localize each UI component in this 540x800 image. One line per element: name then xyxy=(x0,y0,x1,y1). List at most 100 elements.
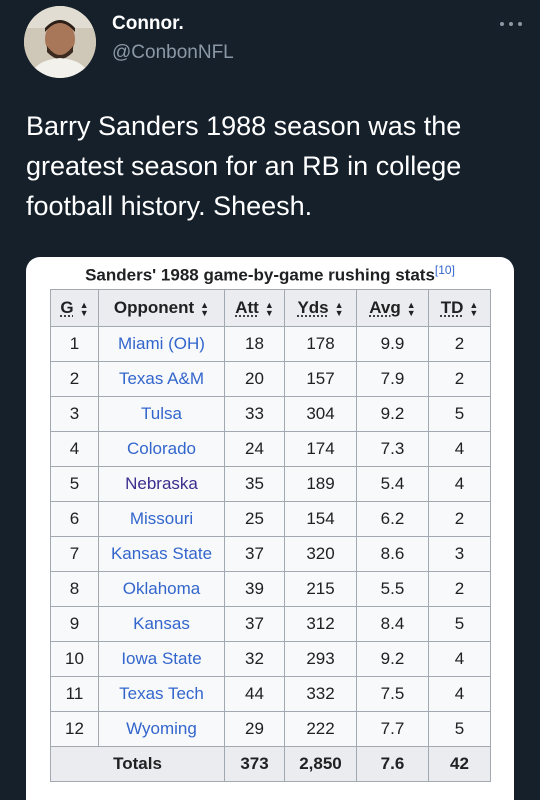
game-number-cell: 8 xyxy=(50,571,99,607)
yards-cell: 189 xyxy=(284,466,357,502)
game-number-cell: 3 xyxy=(50,396,99,432)
display-name[interactable]: Connor. xyxy=(112,13,184,34)
game-number-cell: 5 xyxy=(50,466,99,502)
opponent-link[interactable]: Missouri xyxy=(129,509,194,528)
column-header-label: Yds xyxy=(297,298,329,317)
attempts-cell: 24 xyxy=(224,431,285,467)
opponent-cell: Kansas State xyxy=(98,536,225,572)
opponent-cell: Nebraska xyxy=(98,466,225,502)
opponent-cell: Colorado xyxy=(98,431,225,467)
opponent-cell: Wyoming xyxy=(98,711,225,747)
user-handle[interactable]: @ConbonNFL xyxy=(112,42,234,63)
totals-td: 42 xyxy=(428,746,491,782)
touchdowns-cell: 4 xyxy=(428,466,491,502)
opponent-link[interactable]: Kansas xyxy=(133,614,190,633)
yards-cell: 174 xyxy=(284,431,357,467)
totals-att: 373 xyxy=(224,746,285,782)
opponent-link[interactable]: Tulsa xyxy=(141,404,182,423)
game-number-cell: 12 xyxy=(50,711,99,747)
table-row: 9 Kansas 37 312 8.4 5 xyxy=(50,606,491,642)
attempts-cell: 18 xyxy=(224,326,285,362)
table-row: 7 Kansas State 37 320 8.6 3 xyxy=(50,536,491,572)
sort-icon[interactable]: ▲ ▼ xyxy=(334,299,344,318)
attempts-cell: 37 xyxy=(224,606,285,642)
opponent-link[interactable]: Texas A&M xyxy=(118,369,205,388)
opponent-link[interactable]: Kansas State xyxy=(110,544,213,563)
column-header-att[interactable]: Att ▲ ▼ xyxy=(224,289,285,327)
avatar-image xyxy=(24,6,96,78)
opponent-link[interactable]: Iowa State xyxy=(121,649,202,668)
table-row: 6 Missouri 25 154 6.2 2 xyxy=(50,501,491,537)
table-body: 1 Miami (OH) 18 178 9.9 2 2 Texas A&M 20 157 7.9 2 3… xyxy=(50,326,491,747)
opponent-link[interactable]: Texas Tech xyxy=(119,684,204,703)
more-horizontal-icon[interactable] xyxy=(496,14,526,34)
column-header-g[interactable]: G ▲ ▼ xyxy=(50,289,99,327)
yards-cell: 304 xyxy=(284,396,357,432)
average-cell: 7.3 xyxy=(356,431,429,467)
touchdowns-cell: 3 xyxy=(428,536,491,572)
column-header-avg[interactable]: Avg ▲ ▼ xyxy=(356,289,429,327)
caption-text: Sanders' 1988 game-by-game rushing stats xyxy=(85,265,435,285)
sort-icon[interactable]: ▲ ▼ xyxy=(79,299,89,318)
average-cell: 8.4 xyxy=(356,606,429,642)
attempts-cell: 25 xyxy=(224,501,285,537)
opponent-link[interactable]: Oklahoma xyxy=(122,579,201,598)
sort-icon[interactable]: ▲ ▼ xyxy=(200,299,210,318)
yards-cell: 320 xyxy=(284,536,357,572)
avatar[interactable] xyxy=(24,6,96,78)
opponent-link[interactable]: Wyoming xyxy=(126,719,197,738)
game-number-cell: 11 xyxy=(50,676,99,712)
touchdowns-cell: 2 xyxy=(428,501,491,537)
column-header-label: Opponent xyxy=(113,298,195,317)
attempts-cell: 33 xyxy=(224,396,285,432)
game-number-cell: 6 xyxy=(50,501,99,537)
average-cell: 6.2 xyxy=(356,501,429,537)
table-row: 8 Oklahoma 39 215 5.5 2 xyxy=(50,571,491,607)
yards-cell: 215 xyxy=(284,571,357,607)
attempts-cell: 32 xyxy=(224,641,285,677)
opponent-link[interactable]: Colorado xyxy=(127,439,196,458)
opponent-cell: Texas A&M xyxy=(98,361,225,397)
sort-icon[interactable]: ▲ ▼ xyxy=(469,299,479,318)
column-header-label: Att xyxy=(235,298,259,317)
table-row: 4 Colorado 24 174 7.3 4 xyxy=(50,431,491,467)
opponent-cell: Iowa State xyxy=(98,641,225,677)
reference-link[interactable]: [10] xyxy=(434,263,455,277)
yards-cell: 157 xyxy=(284,361,357,397)
touchdowns-cell: 5 xyxy=(428,711,491,747)
game-number-cell: 9 xyxy=(50,606,99,642)
yards-cell: 222 xyxy=(284,711,357,747)
yards-cell: 154 xyxy=(284,501,357,537)
average-cell: 7.7 xyxy=(356,711,429,747)
tweet-media-image[interactable]: Sanders' 1988 game-by-game rushing stats… xyxy=(26,257,514,800)
table-row: 5 Nebraska 35 189 5.4 4 xyxy=(50,466,491,502)
tweet-header: Connor. @ConbonNFL xyxy=(0,0,540,100)
average-cell: 7.5 xyxy=(356,676,429,712)
touchdowns-cell: 5 xyxy=(428,396,491,432)
column-header-label: G xyxy=(60,298,74,317)
table-caption: Sanders' 1988 game-by-game rushing stats… xyxy=(26,263,514,286)
yards-cell: 178 xyxy=(284,326,357,362)
average-cell: 8.6 xyxy=(356,536,429,572)
touchdowns-cell: 4 xyxy=(428,431,491,467)
sort-icon[interactable]: ▲ ▼ xyxy=(264,299,274,318)
attempts-cell: 37 xyxy=(224,536,285,572)
touchdowns-cell: 4 xyxy=(428,641,491,677)
opponent-link[interactable]: Nebraska xyxy=(125,474,198,493)
attempts-cell: 44 xyxy=(224,676,285,712)
column-header-yds[interactable]: Yds ▲ ▼ xyxy=(284,289,357,327)
tweet-text: Barry Sanders 1988 season was the greate… xyxy=(26,111,462,221)
game-number-cell: 2 xyxy=(50,361,99,397)
yards-cell: 293 xyxy=(284,641,357,677)
table-row: 3 Tulsa 33 304 9.2 5 xyxy=(50,396,491,432)
touchdowns-cell: 4 xyxy=(428,676,491,712)
opponent-cell: Texas Tech xyxy=(98,676,225,712)
game-number-cell: 10 xyxy=(50,641,99,677)
touchdowns-cell: 2 xyxy=(428,326,491,362)
column-header-label: TD xyxy=(440,298,464,317)
attempts-cell: 35 xyxy=(224,466,285,502)
opponent-link[interactable]: Miami (OH) xyxy=(118,334,205,353)
column-header-td[interactable]: TD ▲ ▼ xyxy=(428,289,491,327)
sort-icon[interactable]: ▲ ▼ xyxy=(406,299,416,318)
column-header-opponent[interactable]: Opponent ▲ ▼ xyxy=(98,289,225,327)
